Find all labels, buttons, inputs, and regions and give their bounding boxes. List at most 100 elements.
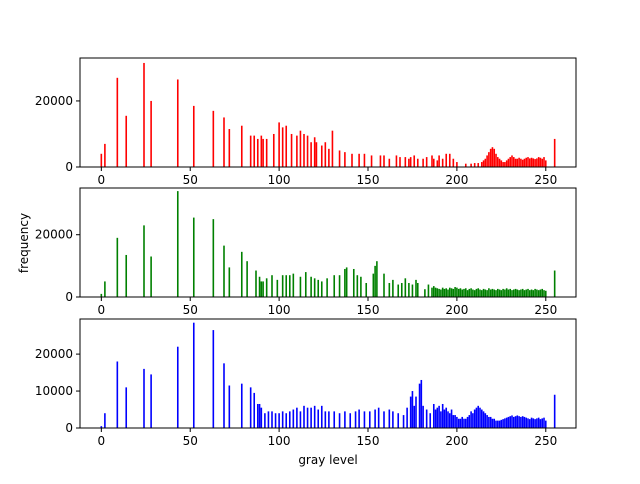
histogram-bar <box>504 289 506 297</box>
histogram-bar <box>484 158 487 167</box>
histogram-bar <box>450 409 453 428</box>
histogram-bar <box>104 281 106 297</box>
histogram-bar <box>416 158 419 167</box>
histogram-bar <box>372 273 375 297</box>
x-tick-label: 0 <box>98 434 106 448</box>
histogram-bar <box>292 273 295 297</box>
histogram-bar <box>212 110 215 167</box>
histogram-bar <box>432 158 435 167</box>
histogram-bar <box>477 288 480 297</box>
histogram-bar <box>498 158 501 167</box>
histogram-bar <box>383 273 385 297</box>
histogram-bar <box>432 403 435 428</box>
histogram-bar <box>328 148 330 167</box>
histogram-bar <box>488 416 490 428</box>
histogram-bar <box>493 418 496 428</box>
histogram-bar <box>480 409 483 428</box>
histogram-bar <box>514 158 517 167</box>
histogram-bar <box>532 290 535 297</box>
histogram-bar <box>176 191 179 297</box>
histogram-bar <box>532 418 535 428</box>
histogram-bar <box>534 159 536 167</box>
histogram-bar <box>415 396 417 428</box>
histogram-bar <box>470 163 472 167</box>
x-tick-label: 50 <box>183 434 198 448</box>
histogram-bar <box>436 407 439 428</box>
histogram-bar <box>303 405 305 428</box>
histogram-bar <box>553 394 556 428</box>
histogram-bar <box>440 289 442 297</box>
panel-red: 0 50 100 150 200 250 0 20000 <box>35 57 577 187</box>
histogram-bar <box>352 268 355 297</box>
histogram-bar <box>395 155 398 167</box>
histogram-bar <box>223 245 225 297</box>
histogram-bar <box>534 288 536 297</box>
histogram-bar <box>150 100 152 167</box>
histogram-bar <box>406 407 408 428</box>
histogram-bar <box>516 158 519 167</box>
histogram-bar <box>521 416 524 428</box>
histogram-bar <box>463 288 465 297</box>
histogram-bar <box>424 289 426 297</box>
histogram-bar <box>511 415 513 428</box>
histogram-bar <box>509 157 512 167</box>
histogram-bar <box>409 157 412 167</box>
histogram-bar <box>479 407 481 428</box>
histogram-bar <box>326 278 328 297</box>
histogram-bar <box>495 420 497 428</box>
histogram-bar <box>527 157 529 167</box>
histogram-bar <box>523 416 526 428</box>
histogram-bar <box>486 155 488 167</box>
histogram-bar <box>543 157 545 167</box>
histogram-bar <box>489 148 492 167</box>
histogram-bar <box>271 411 273 428</box>
histogram-bar <box>475 288 478 297</box>
histogram-bar <box>354 411 357 428</box>
histogram-bar <box>125 115 128 167</box>
histogram-bar <box>249 135 252 167</box>
histogram-bar <box>553 138 556 167</box>
histogram-bar <box>143 368 145 428</box>
histogram-bar <box>523 158 526 167</box>
y-tick-label: 0 <box>65 160 73 174</box>
y-tick-label: 20000 <box>35 94 73 108</box>
histogram-bar <box>473 163 476 167</box>
histogram-bar <box>281 127 284 167</box>
histogram-bar <box>520 158 522 167</box>
y-tick-label: 10000 <box>35 384 73 398</box>
histogram-bar <box>320 281 323 297</box>
histogram-bar <box>537 417 540 428</box>
histogram-bar <box>525 417 528 428</box>
panel-green: 0 50 100 150 200 250 0 20000 <box>35 187 577 317</box>
histogram-bar <box>491 147 494 167</box>
histogram-bar <box>253 135 256 167</box>
histogram-bar <box>512 157 515 167</box>
histogram-bar <box>480 162 483 167</box>
x-tick-label: 150 <box>357 303 380 317</box>
histogram-bar <box>445 153 448 167</box>
histogram-bar <box>285 275 288 297</box>
histogram-bar <box>475 407 478 428</box>
histogram-bar <box>262 138 264 167</box>
histogram-bar <box>438 288 440 297</box>
histogram-bar <box>260 407 263 428</box>
histogram-bar <box>543 417 545 428</box>
x-tick-label: 250 <box>534 173 557 187</box>
histogram-bar <box>472 289 474 297</box>
histogram-bar <box>541 418 544 428</box>
histogram-bar <box>413 155 416 167</box>
histogram-bar <box>539 289 542 297</box>
histogram-bar <box>265 138 268 167</box>
histogram-bar <box>344 152 346 167</box>
histogram-bar <box>338 413 341 428</box>
histogram-bar <box>461 289 464 297</box>
histogram-bar <box>377 407 380 428</box>
histogram-bar <box>422 405 424 428</box>
histogram-bar <box>496 157 499 167</box>
histogram-bar <box>363 153 366 167</box>
x-tick-label: 150 <box>357 173 380 187</box>
histogram-bar <box>223 363 225 428</box>
histogram-bar <box>477 163 480 167</box>
histogram-bar <box>530 417 533 428</box>
histogram-bar <box>539 419 542 428</box>
